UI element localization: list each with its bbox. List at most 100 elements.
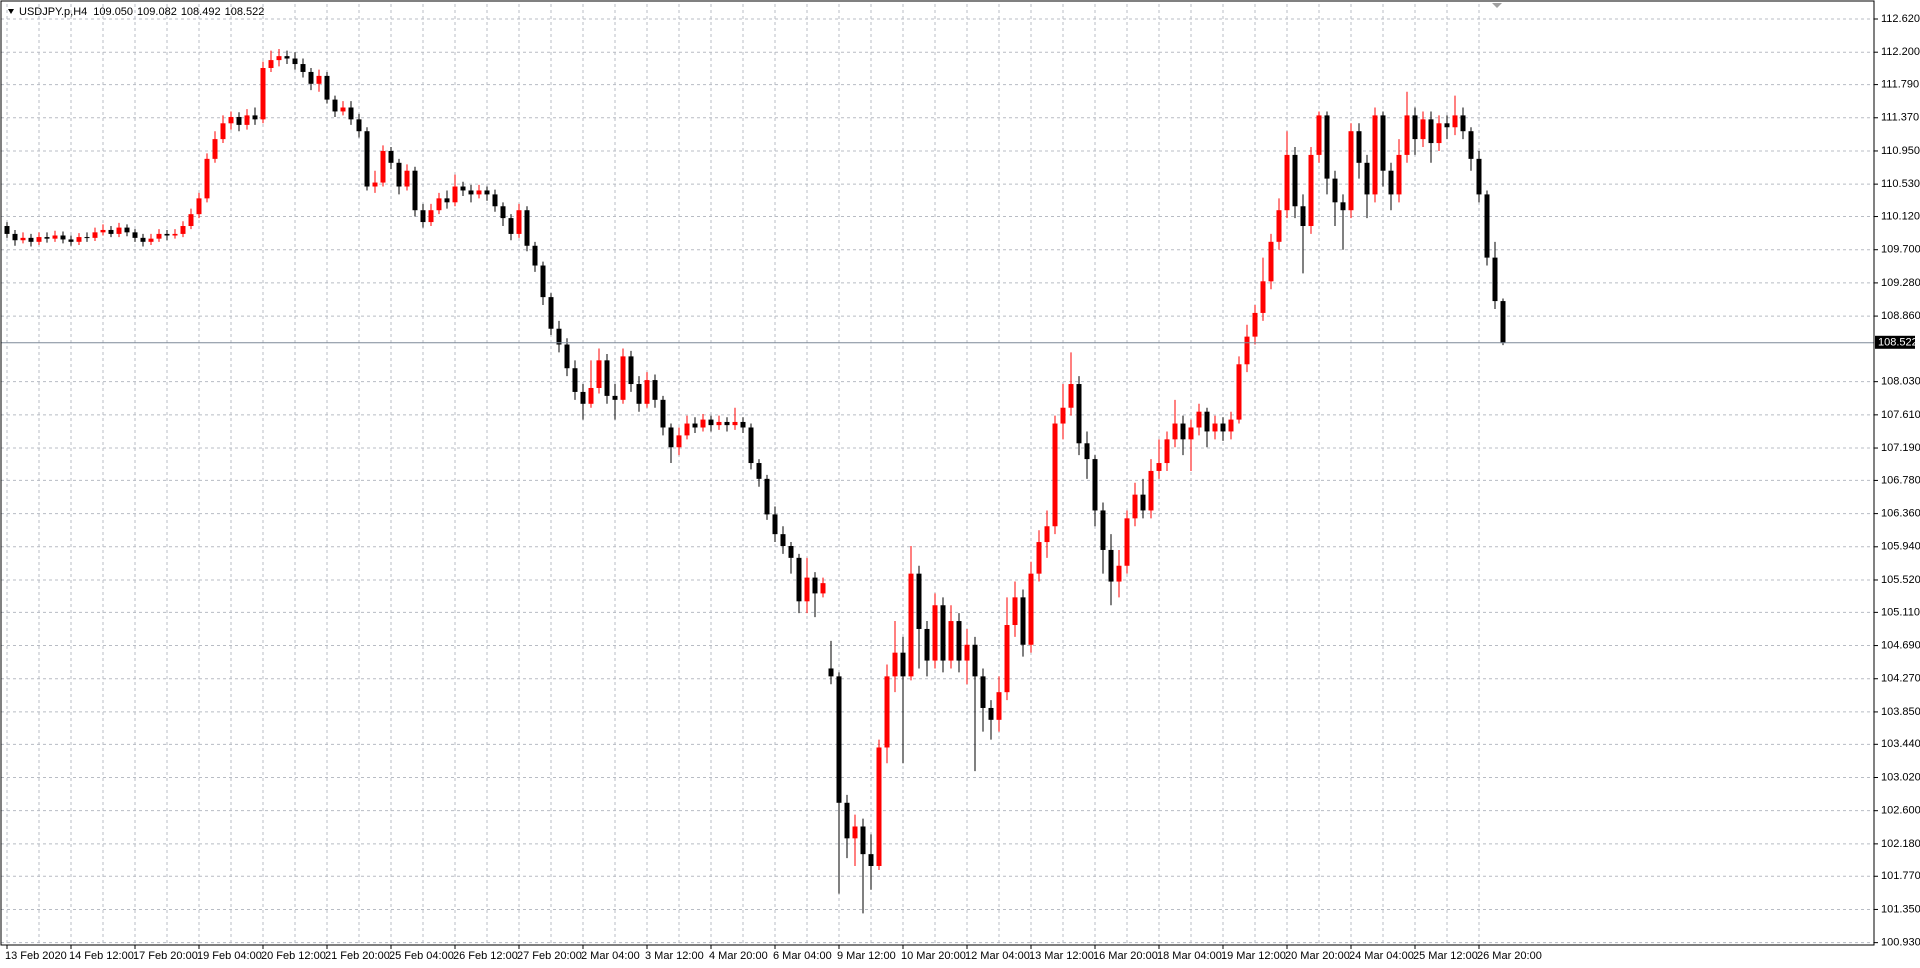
candle-body (1012, 597, 1018, 626)
candle-body (1156, 463, 1162, 471)
candle-body (44, 237, 50, 239)
candle-body (636, 384, 642, 404)
current-price-box (1875, 335, 1915, 349)
candle-body (1268, 241, 1274, 282)
candle-body (932, 605, 938, 661)
candle-body (740, 421, 746, 428)
y-tick-label: 108.860 (1881, 310, 1920, 322)
y-tick-label: 105.110 (1881, 606, 1920, 618)
candle-body (772, 514, 778, 535)
candle-body (1484, 194, 1490, 258)
candle-body (316, 75, 322, 84)
candle-body (780, 534, 786, 547)
candle-body (980, 676, 986, 708)
y-tick-label: 110.120 (1881, 210, 1920, 222)
candle-body (1340, 202, 1346, 211)
x-tick-label: 6 Mar 04:00 (773, 950, 832, 962)
candle-body (124, 227, 130, 233)
candle-body (388, 150, 394, 163)
candle-body (756, 463, 762, 479)
x-tick-label: 9 Mar 12:00 (837, 950, 896, 962)
candle-body (596, 360, 602, 388)
y-tick-label: 105.520 (1881, 574, 1920, 586)
candle-body (556, 328, 562, 345)
candle-body (1404, 115, 1410, 155)
candle-body (52, 235, 58, 239)
x-tick-label: 10 Mar 20:00 (901, 950, 966, 962)
y-tick-label: 104.690 (1881, 639, 1920, 651)
candle-body (916, 573, 922, 629)
y-tick-label: 100.930 (1881, 937, 1920, 949)
candle-body (732, 421, 738, 426)
y-tick-label: 103.850 (1881, 706, 1920, 718)
candle-body (1372, 115, 1378, 195)
candle-body (412, 170, 418, 211)
candles (1, 49, 1874, 914)
header-value: 108.522 (225, 6, 265, 18)
candle-body (1028, 573, 1034, 645)
candle-body (100, 229, 106, 233)
candle-body (148, 238, 154, 242)
candle-body (356, 119, 362, 132)
candle-body (668, 427, 674, 448)
x-tick-label: 14 Feb 12:00 (69, 950, 134, 962)
candle-body (676, 435, 682, 448)
candle-body (748, 427, 754, 464)
candle-body (660, 399, 666, 428)
candle-body (1236, 364, 1242, 420)
candle-body (1396, 154, 1402, 195)
candle-body (1196, 411, 1202, 428)
candle-body (836, 676, 842, 803)
candle-body (12, 233, 18, 241)
candle-body (1348, 131, 1354, 211)
candle-body (236, 116, 242, 125)
candle-body (1180, 423, 1186, 440)
candle-body (724, 421, 730, 426)
candle-body (1460, 115, 1466, 132)
candle-body (1228, 419, 1234, 432)
candle-body (1020, 597, 1026, 645)
candle-body (36, 237, 42, 242)
candle-body (788, 546, 794, 558)
candle-body (564, 344, 570, 369)
candle-body (1476, 158, 1482, 195)
candle-body (908, 573, 914, 677)
candle-body (628, 356, 634, 385)
candle-body (300, 64, 306, 72)
menu-arrow[interactable] (8, 9, 14, 14)
candle-body (1036, 542, 1042, 574)
candle-body (508, 218, 514, 234)
candle-body (116, 227, 122, 234)
candle-body (76, 237, 82, 242)
candle-body (1220, 423, 1226, 432)
candle-body (604, 360, 610, 396)
candle-body (956, 621, 962, 661)
candle-body (844, 802, 850, 839)
candle-body (1292, 154, 1298, 207)
candle-body (516, 210, 522, 234)
candle-body (812, 577, 818, 594)
y-tick-label: 101.350 (1881, 903, 1920, 915)
candle-body (68, 239, 74, 242)
candle-body (964, 644, 970, 661)
candle-body (972, 644, 978, 677)
candle-body (92, 232, 98, 238)
candle-body (1436, 123, 1442, 144)
candle-body (1356, 131, 1362, 163)
candle-body (460, 186, 466, 191)
candle-body (1204, 411, 1210, 432)
candle-body (948, 621, 954, 661)
candle-body (580, 391, 586, 404)
candle-body (900, 652, 906, 677)
candle-body (444, 198, 450, 203)
candle-body (172, 233, 178, 236)
candle-body (1100, 510, 1106, 550)
candle-body (212, 139, 218, 159)
x-tick-label: 3 Mar 12:00 (645, 950, 704, 962)
candle-body (1076, 384, 1082, 444)
header-value: 109.050 (93, 6, 133, 18)
symbol: USDJPY.p,H4 (19, 6, 87, 18)
candle-body (404, 170, 410, 187)
